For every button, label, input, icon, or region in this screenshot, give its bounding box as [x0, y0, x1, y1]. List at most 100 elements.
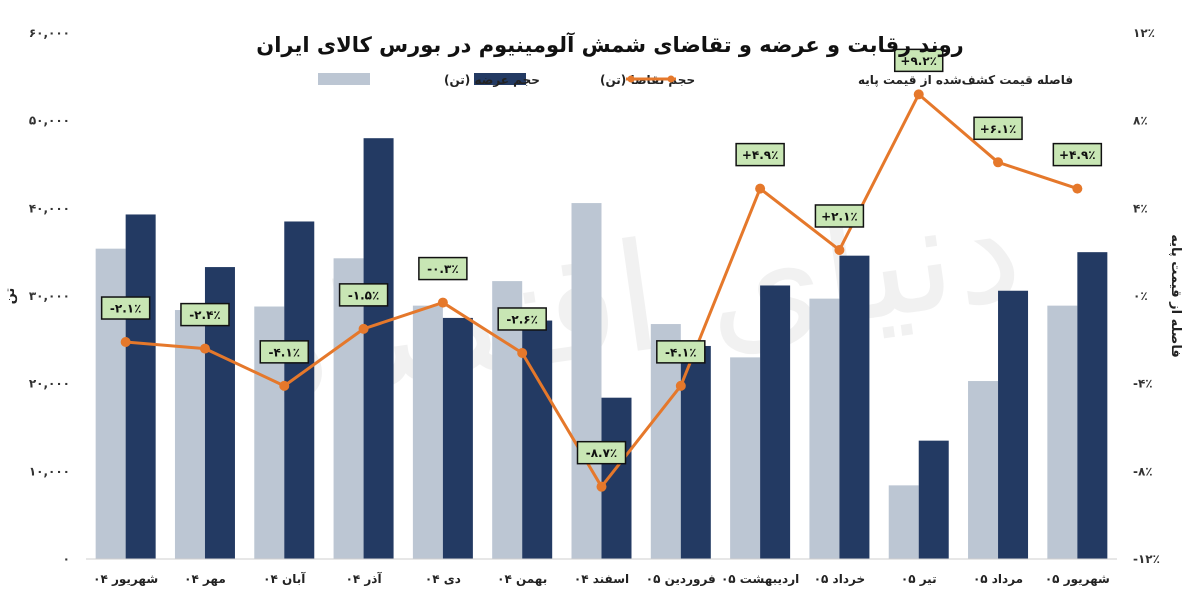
- point-price-gap-5: [517, 347, 528, 358]
- data-label-11: +۶.۱٪: [973, 116, 1023, 141]
- category-labels-layer: شهریور ۰۴ مهر ۰۴ آبان ۰۴ آذر ۰۴ دی ۰۴ بهمن ۰۴…: [93, 571, 1110, 587]
- data-label-0: -۲.۱٪: [100, 296, 151, 320]
- data-label-8: +۴.۹٪: [735, 142, 785, 167]
- y-right-tick-0: -۱۲٪: [1133, 552, 1160, 566]
- data-label-text-0: -۲.۱٪: [110, 302, 142, 316]
- data-label-5: -۲.۶٪: [497, 307, 547, 331]
- y-left-tick-0: ۰: [63, 552, 70, 566]
- data-label-box-6: [576, 440, 627, 465]
- y-left-tick-4: ۴۰,۰۰۰: [29, 201, 70, 215]
- point-price-gap-8: [755, 183, 766, 194]
- data-label-text-10: +۹.۲٪: [900, 54, 937, 68]
- bar-demand-12: [1077, 252, 1108, 559]
- category-label-10: تیر ۰۵: [901, 572, 937, 586]
- bar-supply-11: [968, 381, 999, 559]
- data-label-box-4: [418, 256, 468, 281]
- bar-demand-11: [998, 290, 1029, 559]
- legend-swatch-dot-left: [627, 75, 635, 83]
- category-label-5: بهمن ۰۴: [497, 572, 547, 586]
- bar-supply-10: [888, 485, 919, 559]
- y-right-tick-4: ۴٪: [1133, 201, 1148, 215]
- data-label-box-9: [814, 204, 865, 228]
- data-label-text-5: -۲.۶٪: [506, 312, 538, 326]
- category-label-8: اردیبهشت ۰۵: [721, 572, 799, 586]
- bar-supply-12: [1047, 305, 1078, 559]
- y-left-tick-6: ۶۰,۰۰۰: [29, 26, 70, 40]
- data-label-text-2: -۴.۱٪: [269, 345, 301, 359]
- bar-supply-6: [571, 203, 602, 559]
- bar-supply-8: [730, 357, 761, 559]
- point-price-gap-10: [913, 89, 924, 100]
- bar-supply-9: [809, 298, 840, 559]
- legend-label-supply: حجم عرضه (تن): [444, 73, 540, 87]
- data-label-1: -۲.۴٪: [180, 302, 230, 327]
- y-right-tick-1: -۸٪: [1133, 464, 1153, 478]
- chart-title: روند رقابت و عرضه و تقاضای شمش آلومینیوم…: [256, 32, 963, 57]
- bar-demand-3: [363, 138, 394, 559]
- bar-demand-5: [522, 320, 553, 559]
- bar-supply-4: [412, 305, 443, 559]
- y-left-tick-3: ۳۰,۰۰۰: [29, 289, 70, 303]
- y-right-tick-5: ۸٪: [1133, 114, 1148, 128]
- data-label-7: -۴.۱٪: [656, 340, 706, 364]
- data-label-6: -۸.۷٪: [576, 440, 627, 465]
- y-left-axis-title: تن: [3, 288, 18, 305]
- point-price-gap-2: [279, 380, 290, 391]
- data-label-box-5: [497, 307, 547, 331]
- bar-supply-0: [95, 248, 126, 559]
- legend-item-supply: حجم عرضه (تن): [318, 73, 540, 87]
- data-label-12: +۴.۹٪: [1052, 142, 1103, 167]
- y-right-tick-6: ۱۲٪: [1133, 26, 1155, 40]
- data-label-text-4: -۰.۳٪: [427, 262, 459, 276]
- data-label-text-12: +۴.۹٪: [1059, 148, 1096, 162]
- y-left-tick-2: ۲۰,۰۰۰: [29, 377, 70, 391]
- y-left-tick-1: ۱۰,۰۰۰: [29, 464, 70, 478]
- category-label-0: شهریور ۰۴: [93, 572, 158, 587]
- bar-demand-9: [839, 255, 870, 559]
- bar-demand-2: [284, 221, 315, 559]
- ticks-layer: ۰ ۱۰,۰۰۰ ۲۰,۰۰۰ ۳۰,۰۰۰ ۴۰,۰۰۰ ۵۰,۰۰۰ ۶۰,۰۰۰ -۱۲…: [29, 26, 1160, 566]
- data-label-text-9: +۲.۱٪: [821, 209, 858, 223]
- data-label-box-3: [338, 283, 389, 307]
- data-label-box-10: [893, 48, 944, 73]
- bar-demand-6: [601, 397, 632, 559]
- point-price-gap-4: [437, 297, 448, 308]
- data-label-2: -۴.۱٪: [259, 340, 310, 364]
- data-label-9: +۲.۱٪: [814, 204, 865, 228]
- point-price-gap-11: [993, 157, 1004, 168]
- y-right-tick-3: ۰٪: [1133, 289, 1148, 303]
- bar-demand-8: [760, 285, 791, 559]
- bar-supply-3: [333, 258, 364, 559]
- point-price-gap-1: [199, 343, 210, 354]
- bar-supply-1: [174, 310, 205, 559]
- data-label-box-12: [1052, 142, 1103, 167]
- category-label-11: مرداد ۰۵: [973, 572, 1023, 586]
- data-label-box-11: [973, 116, 1023, 141]
- data-label-10: +۹.۲٪: [893, 48, 944, 73]
- data-label-text-8: +۴.۹٪: [742, 148, 779, 162]
- legend-swatch-supply: [318, 73, 370, 85]
- y-right-tick-2: -۴٪: [1133, 377, 1153, 391]
- bar-demand-0: [125, 214, 156, 559]
- bar-demand-7: [680, 345, 711, 559]
- data-label-text-1: -۲.۴٪: [189, 308, 221, 322]
- category-label-3: آذر ۰۴: [346, 571, 383, 586]
- point-price-gap-6: [596, 481, 607, 492]
- point-price-gap-12: [1072, 183, 1083, 194]
- data-label-box-1: [180, 302, 230, 327]
- data-label-text-7: -۴.۱٪: [665, 345, 697, 359]
- category-label-12: شهریور ۰۵: [1045, 572, 1110, 587]
- category-label-6: اسفند ۰۴: [574, 572, 629, 586]
- category-label-2: آبان ۰۴: [263, 571, 306, 586]
- legend: حجم تقاضا (تن) حجم عرضه (تن) فاصله قیمت …: [318, 73, 1073, 87]
- data-label-text-6: -۸.۷٪: [586, 446, 618, 460]
- point-price-gap-3: [358, 323, 369, 334]
- point-price-gap-7: [675, 380, 686, 391]
- y-right-axis-title: فاصله از قیمت پایه: [1168, 234, 1183, 358]
- category-label-1: مهر ۰۴: [184, 572, 226, 586]
- data-label-box-2: [259, 340, 310, 364]
- data-label-text-3: -۱.۵٪: [348, 288, 380, 302]
- legend-swatch-dot-right: [667, 75, 675, 83]
- bar-demand-10: [918, 440, 949, 559]
